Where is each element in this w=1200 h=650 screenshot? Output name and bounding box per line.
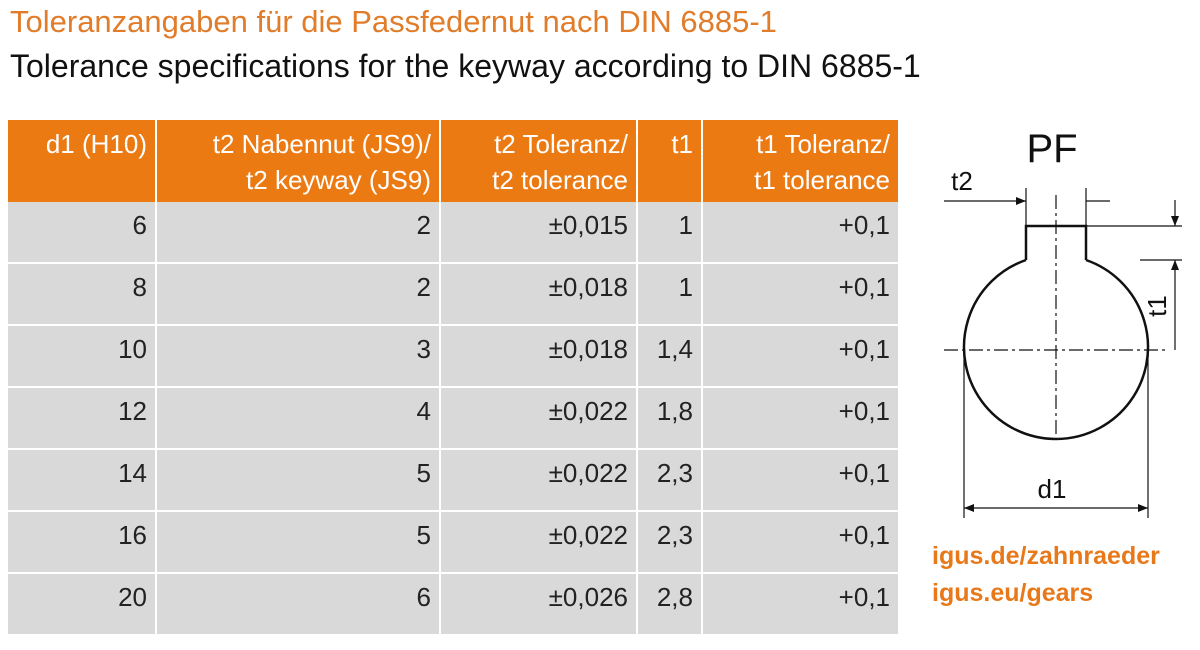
table-cell: 1 [637,263,703,326]
header-line: d1 (H10) [45,129,147,159]
table-cell: 1,4 [637,325,703,388]
header-cell: t2 Nabennut (JS9)/ t2 keyway (JS9) [156,120,441,202]
table-cell: ±0,022 [440,511,638,574]
title-de: Toleranzangaben für die Passfedernut nac… [10,4,777,39]
table-cell: ±0,018 [440,325,638,388]
table-row: 20 6 ±0,026 2,8 +0,1 [8,573,898,636]
table-cell: +0,1 [702,387,898,450]
table-row: 16 5 ±0,022 2,3 +0,1 [8,511,898,574]
table-cell: 2 [156,263,441,326]
table-row: 14 5 ±0,022 2,3 +0,1 [8,449,898,512]
header-line: t2 Nabennut (JS9)/ [212,129,431,159]
table-cell: 6 [156,573,441,636]
table-cell: 1,8 [637,387,703,450]
table-cell: 2,3 [637,449,703,512]
table-cell: +0,1 [702,511,898,574]
table-cell: +0,1 [702,573,898,636]
t1-label: t1 [1142,295,1172,317]
header-cell: t2 Toleranz/t2 tolerance [440,120,638,202]
table-cell: 8 [8,263,157,326]
table-cell: 5 [156,511,441,574]
diagram-title: PF [1026,127,1077,171]
table-cell: +0,1 [702,202,898,264]
table-cell: ±0,018 [440,263,638,326]
table-cell: 12 [8,387,157,450]
table-cell: 6 [8,202,157,264]
page: {"title_de": "Toleranzangaben für die Pa… [8,4,1182,636]
table-cell: 10 [8,325,157,388]
tolerance-table: d1 (H10) t2 Nabennut (JS9)/ t2 keyway (JS9… [8,120,898,636]
links: igus.de/zahnraeder igus.eu/gears [932,538,1160,612]
table-cell: 14 [8,449,157,512]
table-cell: 1 [637,202,703,264]
link[interactable]: igus.eu/gears [932,579,1094,607]
table-row: 6 2 ±0,015 1 +0,1 [8,202,898,264]
table-cell: ±0,022 [440,387,638,450]
link[interactable]: igus.de/zahnraeder [932,542,1160,570]
table-cell: 20 [8,573,157,636]
header-line: t2 Toleranz/ [494,129,628,159]
header-cell: t1 Toleranz/t1 tolerance [702,120,898,202]
t2-label: t2 [951,166,973,196]
table-cell: ±0,015 [440,202,638,264]
table-cell: ±0,022 [440,449,638,512]
header-cell: d1 (H10) [8,120,157,202]
title-en: Tolerance specifications for the keyway … [10,48,921,84]
table-row: 10 3 ±0,018 1,4 +0,1 [8,325,898,388]
table-row: 12 4 ±0,022 1,8 +0,1 [8,387,898,450]
table-cell: +0,1 [702,325,898,388]
table-cell: 5 [156,449,441,512]
keyway-diagram: PF t2 t1 d1 [944,127,1182,518]
d1-label: d1 [1038,474,1067,504]
table-cell: 16 [8,511,157,574]
table-cell: +0,1 [702,449,898,512]
header-cell: t1 [637,120,703,202]
header-line: t2 keyway (JS9) [246,165,431,195]
table-cell: ±0,026 [440,573,638,636]
table-cell: 2 [156,202,441,264]
table-cell: +0,1 [702,263,898,326]
header-line: t1 [671,129,693,159]
header-line: t2 tolerance [492,165,628,195]
table-cell: 4 [156,387,441,450]
table-cell: 3 [156,325,441,388]
table-row: 8 2 ±0,018 1 +0,1 [8,263,898,326]
table-cell: 2,8 [637,573,703,636]
table-cell: 2,3 [637,511,703,574]
header-line: t1 tolerance [754,165,890,195]
header-line: t1 Toleranz/ [756,129,890,159]
